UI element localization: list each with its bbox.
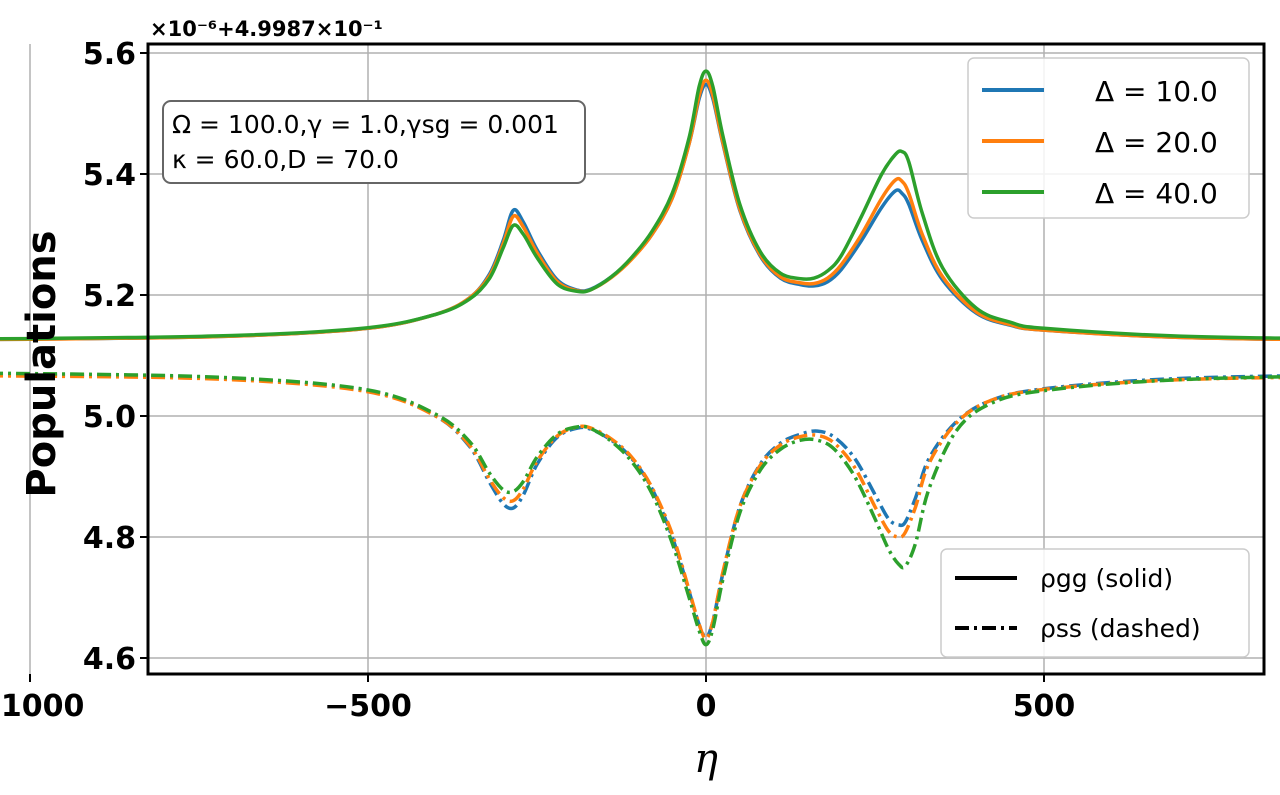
param-line-2: κ = 60.0,D = 70.0 <box>172 145 399 174</box>
y-tick-label: 5.0 <box>83 400 136 435</box>
legend-label: Δ = 20.0 <box>1095 126 1218 159</box>
param-box: Ω = 100.0,γ = 1.0,γsg = 0.001 κ = 60.0,D… <box>162 100 586 184</box>
y-axis-offset-label: ×10⁻⁶+4.9987×10⁻¹ <box>150 17 383 41</box>
legend-label: Δ = 40.0 <box>1095 177 1218 210</box>
y-axis-title: Populations <box>19 230 65 497</box>
y-tick-label: 5.6 <box>83 37 136 72</box>
x-tick-label: 0 <box>696 689 717 724</box>
series-line-rho-ss-5 <box>0 371 1280 647</box>
param-box-frame <box>162 100 586 184</box>
series-line-rho-ss-4 <box>0 374 1280 641</box>
series-line-rho-ss-3 <box>0 372 1280 639</box>
series-lines <box>0 69 1280 647</box>
x-tick-label: −1000 <box>0 689 84 724</box>
series-line-rho-gg-2 <box>0 69 1280 341</box>
legend-colors: Δ = 10.0 Δ = 20.0 Δ = 40.0 <box>967 57 1250 219</box>
y-tick-label: 5.2 <box>83 279 136 314</box>
y-tick-label: 4.6 <box>83 642 136 677</box>
legend-styles-frame <box>940 548 1250 658</box>
legend-styles: ρgg (solid) ρss (dashed) <box>940 548 1250 658</box>
x-tick-label: −500 <box>324 689 412 724</box>
legend-style-label: ρgg (solid) <box>1040 564 1173 593</box>
legend-style-label: ρss (dashed) <box>1040 614 1201 643</box>
axis-ticks: −1500−1000−5000500100015004.64.85.05.25.… <box>0 37 1076 724</box>
y-tick-label: 4.8 <box>83 521 136 556</box>
y-tick-label: 5.4 <box>83 158 136 193</box>
legend-label: Δ = 10.0 <box>1095 75 1218 108</box>
legend-colors-frame <box>967 57 1250 219</box>
param-line-1: Ω = 100.0,γ = 1.0,γsg = 0.001 <box>172 110 559 139</box>
x-axis-title: η <box>694 736 718 782</box>
x-tick-label: 500 <box>1013 689 1076 724</box>
